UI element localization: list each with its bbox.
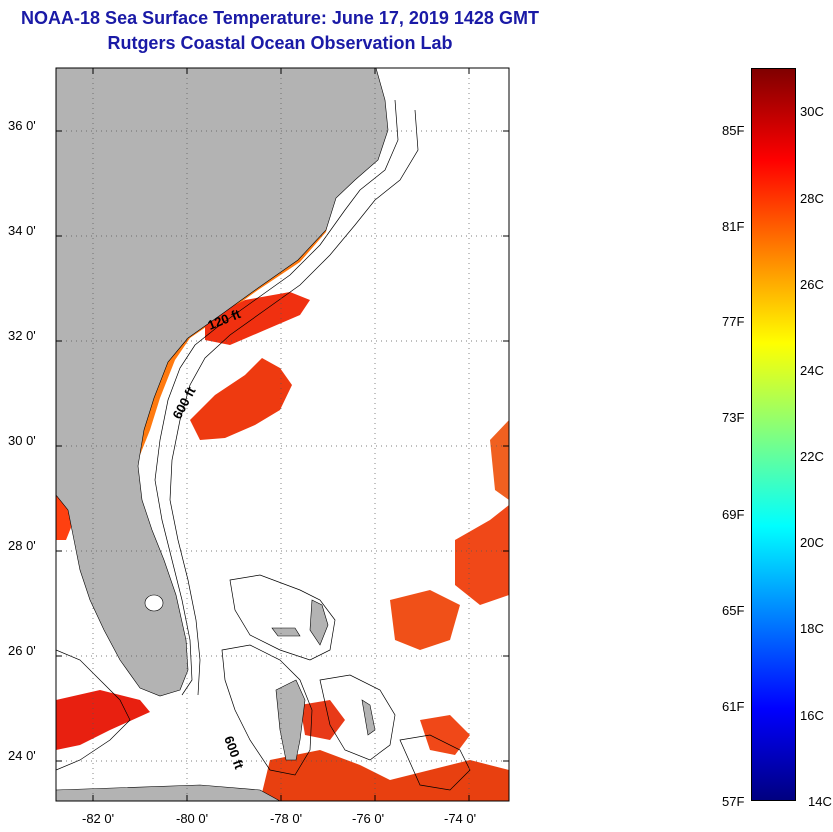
lat-label-28: 28 0' xyxy=(8,538,36,553)
map-frame xyxy=(55,67,510,802)
colorbar-label-18c: 18C xyxy=(800,621,824,636)
land-cuba-edge xyxy=(56,784,281,801)
contour-south xyxy=(399,734,471,791)
colorbar-label-30c: 30C xyxy=(800,104,824,119)
land-grand-bahama xyxy=(271,627,301,637)
contour-120ft xyxy=(154,99,399,696)
sst-south-east xyxy=(420,715,470,755)
contour-bahamas-2 xyxy=(221,644,313,776)
colorbar-label-28c: 28C xyxy=(800,191,824,206)
colorbar-label-24c: 24C xyxy=(800,363,824,378)
lat-label-32: 32 0' xyxy=(8,328,36,343)
land-andros xyxy=(275,679,306,761)
lat-label-26: 26 0' xyxy=(8,643,36,658)
map-title: NOAA-18 Sea Surface Temperature: June 17… xyxy=(21,8,539,28)
sst-offshore-red-1 xyxy=(205,292,310,345)
axis-ticks xyxy=(56,68,509,801)
colorbar-label-77f: 77F xyxy=(722,314,745,329)
land xyxy=(56,68,389,801)
colorbar-label-57f: 57F xyxy=(722,794,745,809)
colorbar-label-14c: 14C xyxy=(808,794,832,809)
colorbar-label-20c: 20C xyxy=(800,535,824,550)
colorbar-label-26c: 26C xyxy=(800,277,824,292)
map-subtitle: Rutgers Coastal Ocean Observation Lab xyxy=(107,33,453,53)
map-grid xyxy=(56,68,509,801)
sst-southern-band xyxy=(260,750,509,801)
lon-label-78: -78 0' xyxy=(270,811,303,826)
sst-gulf-stream-ne xyxy=(490,420,509,500)
bathymetry-contours xyxy=(56,99,471,791)
colorbar-label-61f: 61F xyxy=(722,699,745,714)
lon-label-74: -74 0' xyxy=(444,811,477,826)
contour-600ft xyxy=(169,109,419,696)
contour-bahamas-3 xyxy=(319,674,396,761)
sst-gulf-stream-se xyxy=(455,505,509,605)
contour-gulf xyxy=(56,649,131,771)
lat-label-30: 30 0' xyxy=(8,433,36,448)
colorbar-label-65f: 65F xyxy=(722,603,745,618)
land-abaco xyxy=(309,599,329,646)
colorbar-label-85f: 85F xyxy=(722,123,745,138)
lon-label-80: -80 0' xyxy=(176,811,209,826)
land-eleuthera xyxy=(361,699,376,736)
sst-florida-keys xyxy=(56,690,150,750)
sst-offshore-red-2 xyxy=(190,358,292,440)
contour-bahamas-1 xyxy=(229,574,336,661)
lat-label-24: 24 0' xyxy=(8,748,36,763)
colorbar-label-22c: 22C xyxy=(800,449,824,464)
colorbar-label-81f: 81F xyxy=(722,219,745,234)
temperature-colorbar xyxy=(751,68,796,801)
colorbar-label-69f: 69F xyxy=(722,507,745,522)
land-us-mainland xyxy=(56,68,389,697)
colorbar-label-16c: 16C xyxy=(800,708,824,723)
sst-bahamas-east xyxy=(390,590,460,650)
lat-label-36: 36 0' xyxy=(8,118,36,133)
lat-label-34: 34 0' xyxy=(8,223,36,238)
lake-okeechobee xyxy=(144,594,164,612)
colorbar-label-73f: 73F xyxy=(722,410,745,425)
lon-label-76: -76 0' xyxy=(352,811,385,826)
lon-label-82: -82 0' xyxy=(82,811,115,826)
